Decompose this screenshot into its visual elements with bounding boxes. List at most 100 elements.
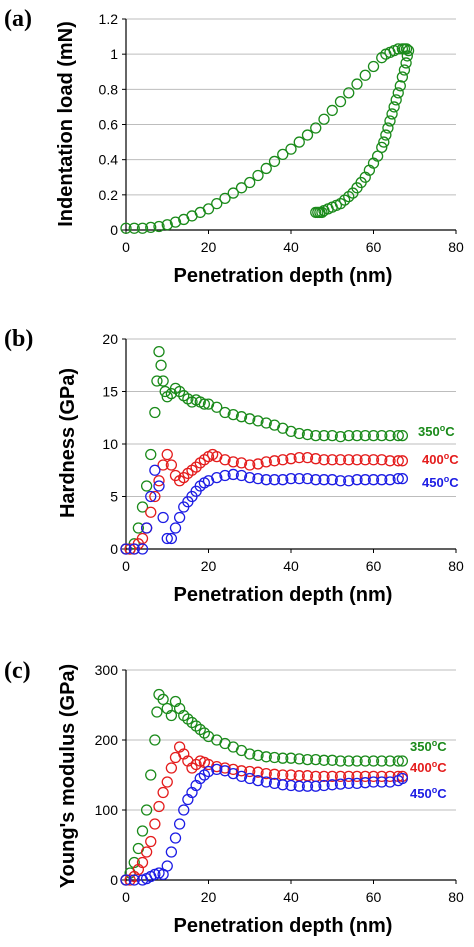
data-point xyxy=(136,825,149,837)
data-point xyxy=(396,772,409,785)
data-point xyxy=(190,461,202,473)
data-point xyxy=(244,459,256,471)
data-point xyxy=(165,846,178,858)
data-point xyxy=(318,779,330,792)
data-point xyxy=(301,780,314,792)
data-point xyxy=(219,454,231,466)
panel-label: (c) xyxy=(4,658,31,684)
data-point xyxy=(334,454,347,466)
data-point xyxy=(326,454,338,466)
data-point xyxy=(351,429,363,442)
data-point xyxy=(293,472,305,485)
data-point xyxy=(367,474,380,486)
y-tick-label: 0 xyxy=(110,872,118,888)
y-axis-label: Indentation load (mN) xyxy=(55,21,77,227)
data-point xyxy=(260,417,272,429)
data-point xyxy=(151,375,163,387)
data-point xyxy=(277,752,289,764)
x-tick-label: 80 xyxy=(448,239,464,255)
data-point xyxy=(227,187,239,199)
data-point xyxy=(392,472,404,485)
data-point xyxy=(318,454,330,466)
series-label: 400oC xyxy=(410,759,447,775)
data-point xyxy=(293,780,305,792)
data-point xyxy=(392,87,404,99)
data-point xyxy=(227,767,239,780)
data-point xyxy=(140,480,153,492)
x-tick-label: 40 xyxy=(283,889,299,905)
data-point xyxy=(202,758,215,771)
data-point xyxy=(260,767,272,780)
y-tick-label: 15 xyxy=(102,384,118,400)
data-point xyxy=(318,754,330,766)
data-point xyxy=(396,755,409,767)
series-label: 350oC xyxy=(410,738,447,754)
data-point xyxy=(268,455,281,467)
data-point xyxy=(153,345,165,358)
x-tick-label: 20 xyxy=(201,239,217,255)
data-point xyxy=(149,464,161,476)
data-point xyxy=(310,453,322,465)
y-tick-label: 1 xyxy=(110,46,118,62)
y-tick-label: 0.8 xyxy=(99,81,119,97)
data-point xyxy=(285,143,297,155)
data-point xyxy=(384,755,396,767)
x-tick-label: 20 xyxy=(201,558,217,574)
data-point xyxy=(367,770,380,783)
panel-label: (b) xyxy=(4,326,33,352)
data-point xyxy=(136,222,149,234)
series-2 xyxy=(120,763,409,886)
data-point xyxy=(310,122,322,134)
panel-a: 0 0.2 0.4 0.6 0.8 1 1.2 0 20 40 60 80 Penetration de… xyxy=(4,6,464,287)
data-point xyxy=(178,471,190,484)
data-point xyxy=(235,411,248,423)
x-axis-label: Penetration depth (nm) xyxy=(174,265,393,287)
data-point xyxy=(202,765,215,778)
data-point xyxy=(252,169,264,182)
y-tick-label: 0.6 xyxy=(99,117,119,133)
x-tick-label: 0 xyxy=(122,558,130,574)
data-point xyxy=(244,176,256,189)
data-point xyxy=(293,427,305,440)
data-point xyxy=(343,87,355,99)
data-point xyxy=(326,754,338,766)
data-point xyxy=(149,818,161,830)
data-point xyxy=(367,776,380,788)
data-point xyxy=(384,455,396,467)
data-point xyxy=(235,469,248,482)
data-point xyxy=(136,543,149,555)
data-point xyxy=(392,755,404,767)
data-point xyxy=(153,475,165,487)
data-point xyxy=(211,197,223,210)
panel-b: 0 5 10 15 20 0 20 40 60 80 350oC 400oC 450oC Penetrat… xyxy=(4,326,464,606)
x-tick-label: 40 xyxy=(283,239,299,255)
data-point xyxy=(334,755,347,767)
data-point xyxy=(359,755,371,767)
series-0 xyxy=(120,345,409,555)
data-point xyxy=(277,779,289,791)
data-point xyxy=(351,454,363,466)
data-point xyxy=(260,162,272,175)
data-point xyxy=(343,770,355,783)
data-point xyxy=(392,429,404,442)
data-point xyxy=(211,471,223,484)
y-tick-label: 100 xyxy=(95,802,119,818)
data-point xyxy=(165,532,178,545)
data-point xyxy=(318,113,330,125)
data-point xyxy=(140,804,153,816)
data-point xyxy=(211,401,223,413)
data-point xyxy=(351,777,363,790)
data-point xyxy=(268,777,281,790)
data-point xyxy=(244,471,256,484)
data-point xyxy=(136,856,149,869)
x-tick-label: 80 xyxy=(448,889,464,905)
data-point xyxy=(227,456,239,468)
series-label: 350oC xyxy=(418,423,455,439)
data-point xyxy=(384,474,396,486)
data-point xyxy=(359,770,371,783)
x-tick-label: 0 xyxy=(122,889,130,905)
data-point xyxy=(382,122,394,134)
data-point xyxy=(334,770,347,783)
data-point xyxy=(326,779,338,791)
